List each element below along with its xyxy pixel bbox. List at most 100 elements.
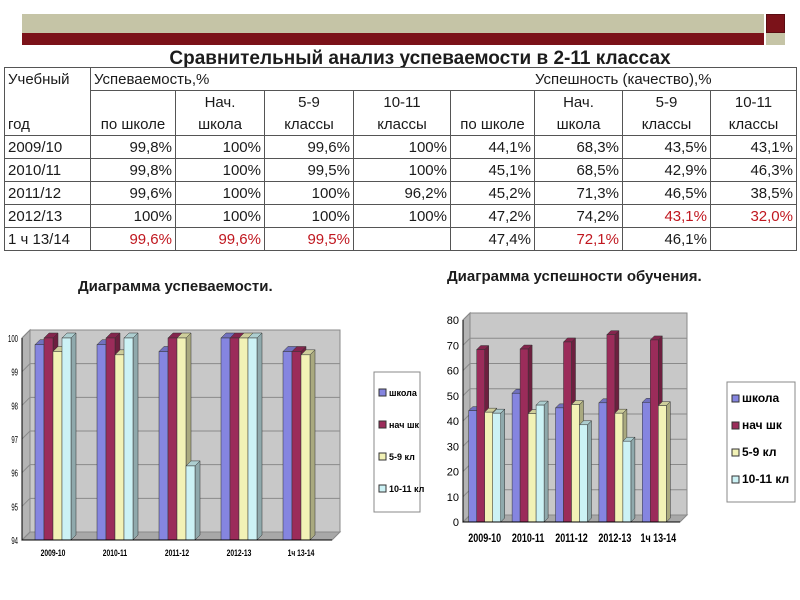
header-performance: Успеваемость,% [90,67,354,91]
y-tick-label: 98 [11,401,18,412]
legend-swatch [731,475,740,484]
header-row-3: год по школе школа классы классы по школ… [4,113,797,136]
legend-label: 10-11 кл [742,472,789,486]
legend-label: школа [742,391,780,405]
legend-label: 5-9 кл [389,452,415,462]
table-cell-quality: 42,9% [622,158,711,182]
table-cell-quality: 43,5% [622,135,711,159]
table-row: 1 ч 13/14 99,6% 99,6% 99,5% 47,4% 72,1% 46,1% [4,227,797,251]
y-tick-label: 100 [8,334,18,345]
y-tick-label: 96 [11,468,18,479]
page-title: Сравнительный анализ успеваемости в 2-11… [169,48,671,69]
x-tick-label: 2011-12 [555,532,588,546]
legend-label: школа [389,388,418,398]
y-tick-label: 30 [447,441,459,453]
x-tick-label: 2011-12 [165,548,190,558]
x-tick-label: 2012-13 [598,532,631,546]
x-tick-label: 2010-11 [512,532,545,546]
table-row: 2009/10 99,8% 100% 99,6% 100% 44,1% 68,3% 43,5%… [4,135,797,159]
corner-square-light [766,33,785,45]
y-tick-label: 95 [11,502,18,513]
y-tick-label: 60 [447,366,459,378]
header-5-9-q: 5-9 [622,90,711,113]
legend-swatch [378,388,387,397]
legend-swatch [731,394,740,403]
corner-square-dark [766,14,785,33]
bar [247,332,263,541]
table-cell-performance: 99,8% [90,158,176,182]
bar [535,400,549,523]
table-cell-year: 2011/12 [4,181,91,205]
y-tick-label: 20 [447,467,459,479]
table-cell-quality: 74,2% [534,204,623,228]
x-tick-label: 1ч 13-14 [288,548,315,558]
y-tick-label: 0 [453,517,459,529]
legend-label: нач шк [389,420,419,430]
table-cell-quality: 46,1% [622,227,711,251]
legend-label: 5-9 кл [742,445,776,459]
table-cell-quality: 47,4% [450,227,535,251]
table-cell-performance: 99,6% [90,227,176,251]
x-tick-label: 2012-13 [227,548,252,558]
table-row: 2010/11 99,8% 100% 99,5% 100% 45,1% 68,5% 42,9%… [4,158,797,182]
header-10-11: 10-11 [353,90,451,113]
header-nach: Нач. [175,90,265,113]
y-tick-label: 80 [447,315,459,327]
bar [300,349,316,541]
table-cell-year: 2009/10 [4,135,91,159]
header-row-1: Учебный Успеваемость,% Успешность (качес… [4,67,797,91]
header-nach-q: Нач. [534,90,623,113]
table-cell-quality: 32,0% [710,204,797,228]
bar [61,332,77,541]
bar [123,332,139,541]
table-cell-performance: 100% [353,204,451,228]
legend-swatch [378,452,387,461]
header-classes-10-11: классы [353,113,451,136]
legend-label: 10-11 кл [389,484,425,494]
table-cell-year: 2010/11 [4,158,91,182]
table-row: 2012/13 100% 100% 100% 100% 47,2% 74,2% 43,1% 32… [4,204,797,228]
table-cell-quality: 47,2% [450,204,535,228]
header-10-11-q: 10-11 [710,90,797,113]
table-cell-performance: 99,6% [264,135,354,159]
table-cell-performance: 99,5% [264,227,354,251]
bar [622,436,636,523]
table-cell-performance: 99,6% [90,181,176,205]
legend-swatch [378,484,387,493]
bar [185,460,201,541]
y-tick-label: 94 [11,536,18,547]
table-cell-quality: 38,5% [710,181,797,205]
bar [657,400,671,523]
table-cell-performance: 100% [90,204,176,228]
header-school: по школе [90,113,176,136]
header-strip [22,33,764,45]
legend-swatch [731,448,740,457]
legend-swatch [378,420,387,429]
table-cell-quality: 43,1% [710,135,797,159]
table-row: 2011/12 99,6% 100% 100% 96,2% 45,2% 71,3% 46,5%… [4,181,797,205]
header-row-2: Нач. 5-9 10-11 Нач. 5-9 10-11 [4,90,797,113]
table-cell-performance: 100% [175,135,265,159]
x-tick-label: 1ч 13-14 [640,532,676,546]
table-cell-quality [710,227,797,251]
gridline [21,329,340,339]
y-tick-label: 97 [11,435,18,446]
y-tick-label: 40 [447,416,459,428]
table-cell-performance: 100% [353,158,451,182]
y-tick-label: 10 [447,492,459,504]
x-tick-label: 2009-10 [468,532,501,546]
table-cell-performance: 99,6% [175,227,265,251]
chart2-title: Диаграмма успешности обучения. [447,268,702,285]
x-tick-label: 2009-10 [41,548,66,558]
y-tick-label: 99 [11,367,18,378]
legend-label: нач шк [742,418,783,432]
table-cell-quality: 43,1% [622,204,711,228]
bar [578,420,593,523]
header-year-top: Учебный [4,67,91,91]
results-table: Учебный Успеваемость,% Успешность (качес… [4,67,797,251]
legend-swatch [731,421,740,430]
header-bar [22,14,764,33]
y-tick-label: 70 [447,340,459,352]
table-cell-performance: 100% [175,181,265,205]
